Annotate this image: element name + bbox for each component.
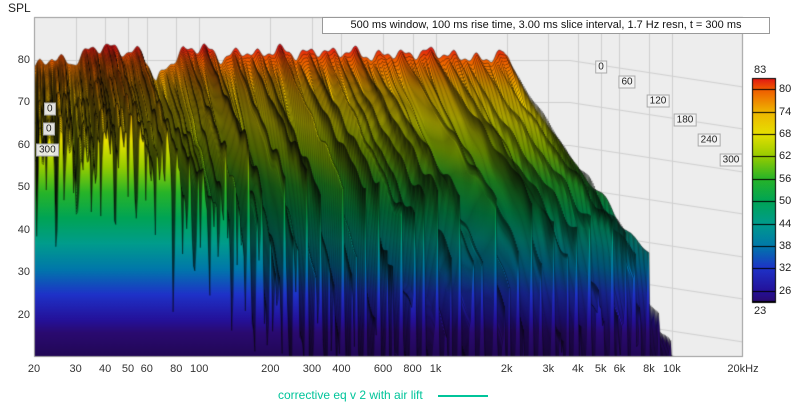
waterfall-canvas <box>0 0 800 409</box>
waterfall-chart: SPL 500 ms window, 100 ms rise time, 3.0… <box>0 0 800 409</box>
